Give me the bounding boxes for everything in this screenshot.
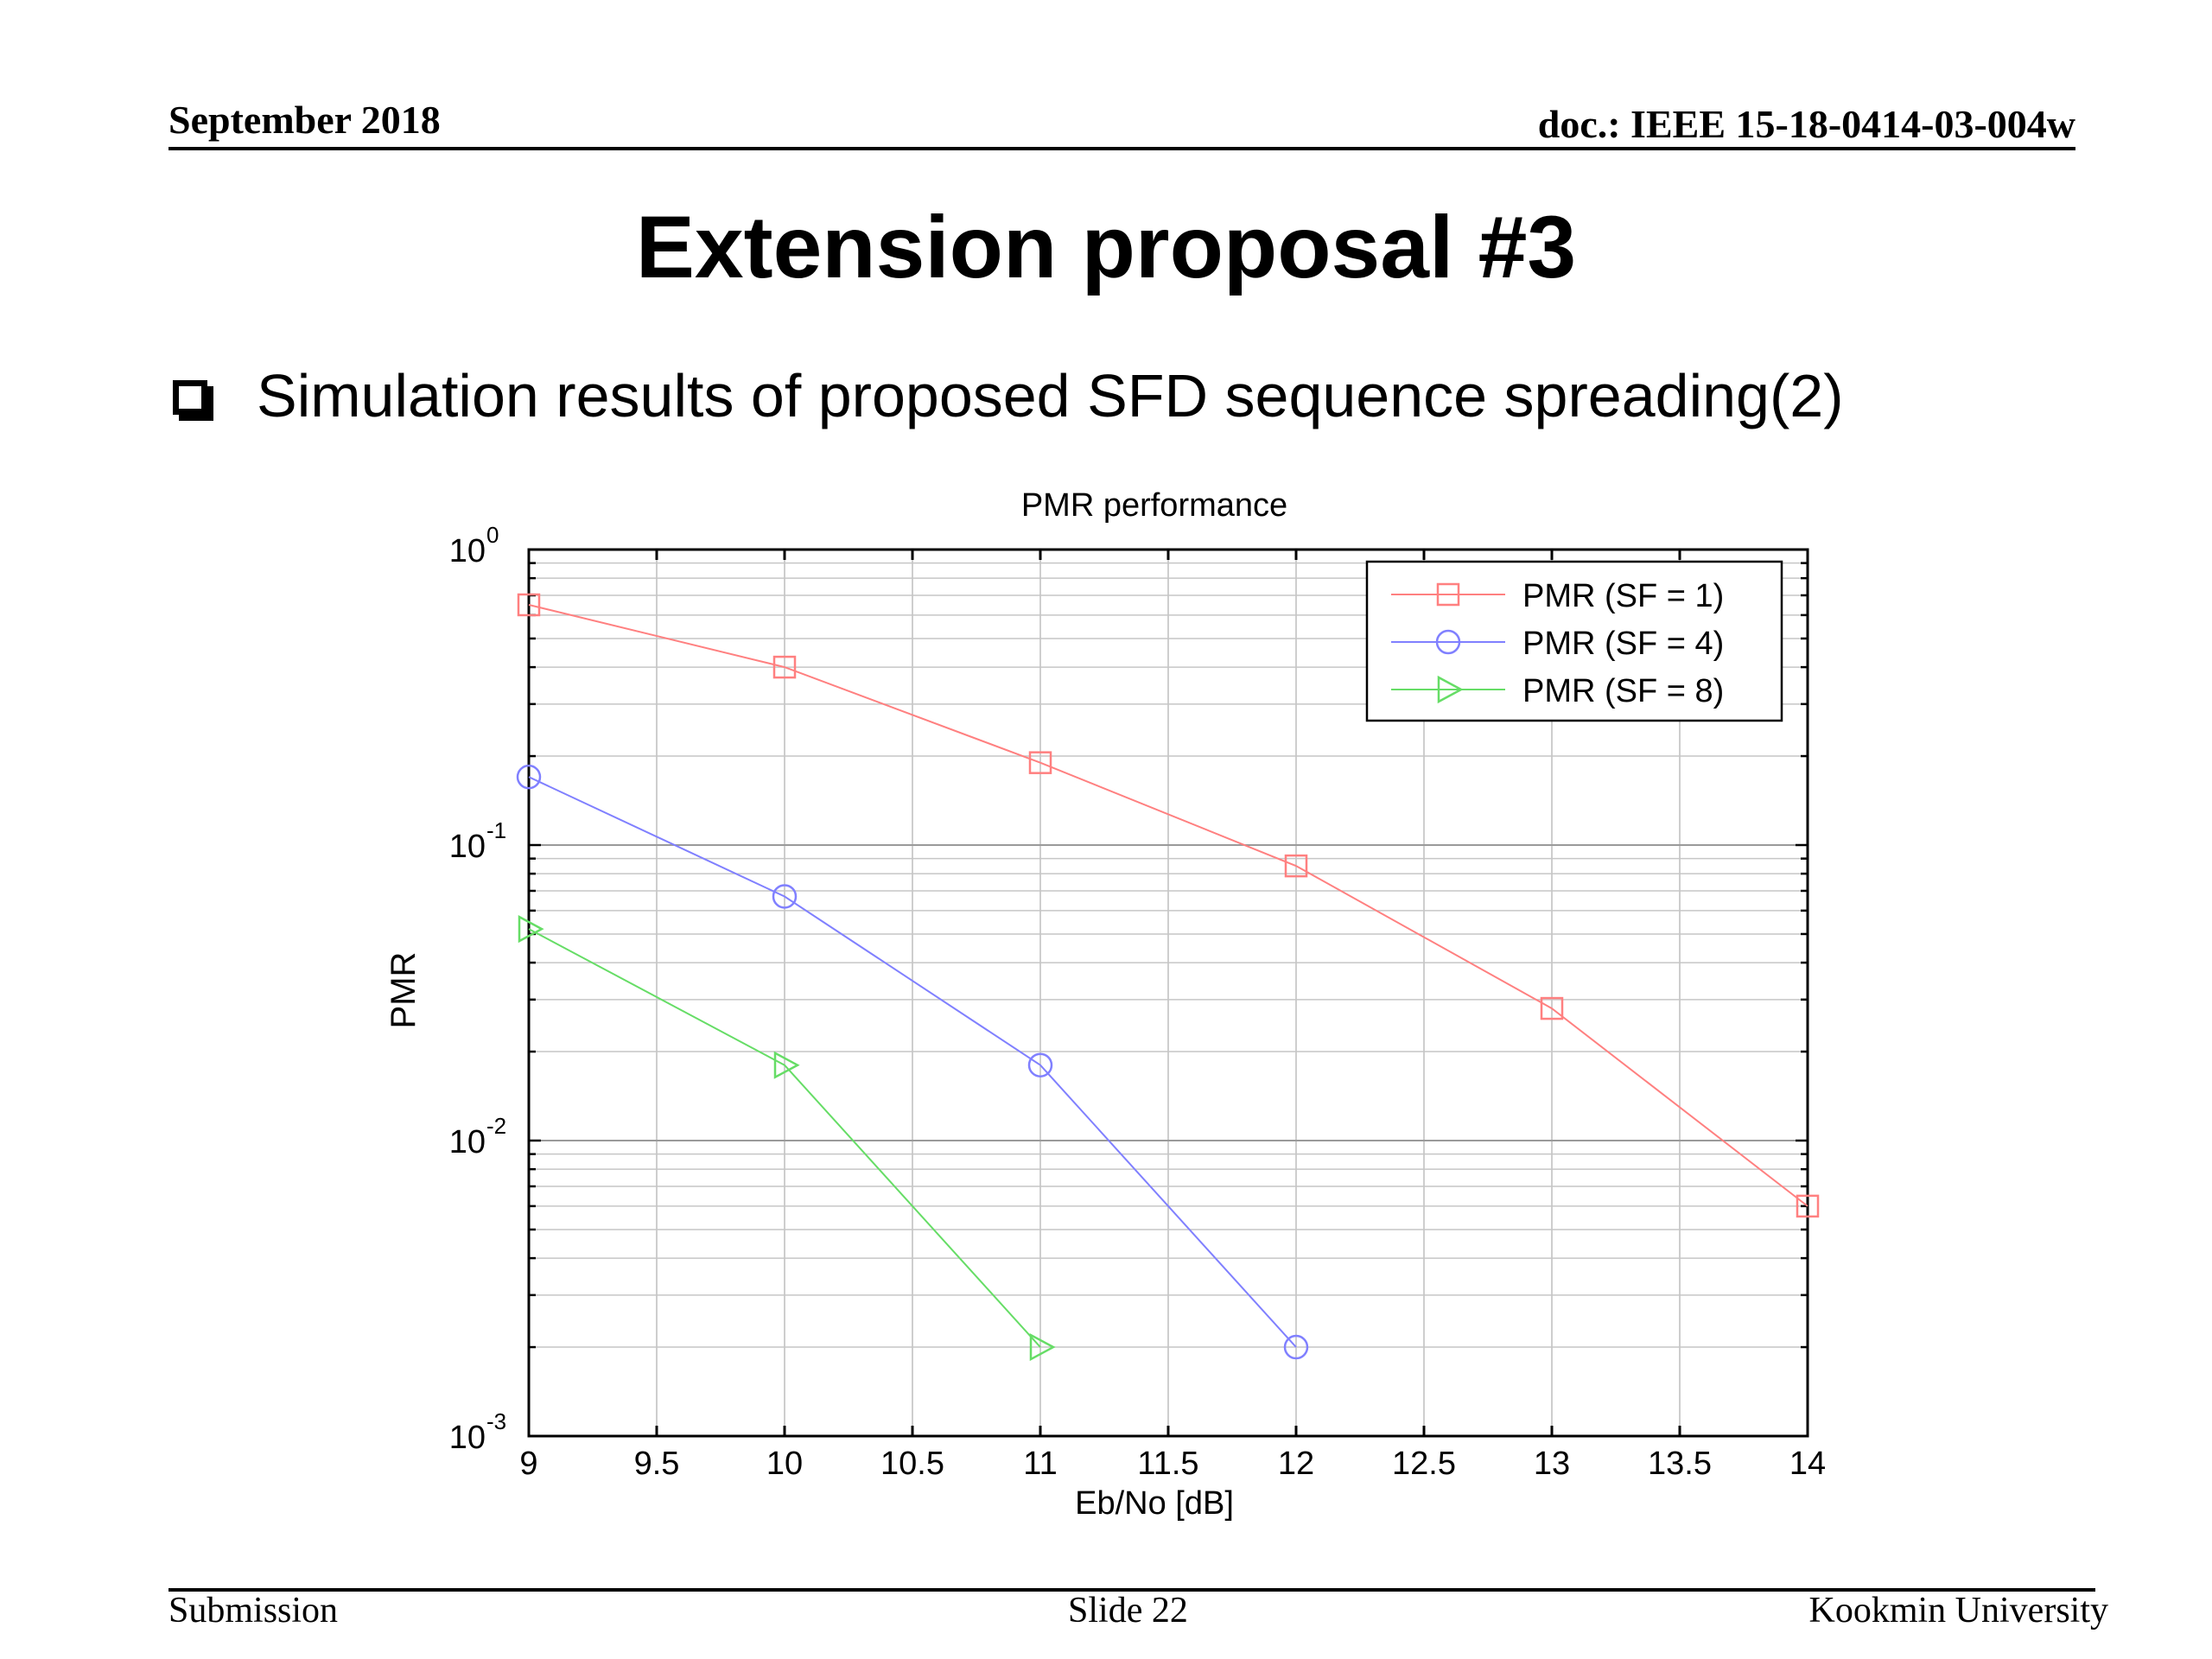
x-tick-labels: 9 9.5 10 10.5 11 11.5 12 12.5 13 13.5 14 <box>519 1446 1826 1482</box>
x-tick-label: 12 <box>1278 1446 1314 1482</box>
data-point-marker <box>1436 582 1460 607</box>
legend-label: PMR (SF = 1) <box>1522 578 1724 614</box>
data-point-marker <box>516 764 542 790</box>
y-tick-exponent: -2 <box>486 1113 506 1139</box>
x-axis-label: Eb/No [dB] <box>1075 1485 1234 1522</box>
footer-organization: Kookmin University <box>1808 1591 2108 1630</box>
y-tick-label: 10 -1 <box>449 817 506 865</box>
data-point-marker <box>1284 854 1308 878</box>
series-line <box>528 604 1808 1207</box>
legend-label: PMR (SF = 4) <box>1522 626 1724 662</box>
data-point-marker <box>517 593 541 617</box>
legend-label: PMR (SF = 8) <box>1522 673 1724 709</box>
footer-slide-number: Slide 22 <box>1068 1591 1188 1630</box>
series-2 <box>516 764 1309 1360</box>
y-tick-exponent: 0 <box>486 522 499 548</box>
y-tick-base: 10 <box>449 1420 486 1456</box>
header-date: September 2018 <box>168 98 441 142</box>
footer-submission: Submission <box>168 1591 339 1630</box>
y-tick-base: 10 <box>449 829 486 865</box>
y-tick-base: 10 <box>449 1124 486 1160</box>
y-axis-label: PMR <box>385 952 423 1029</box>
data-point-marker <box>1027 1052 1053 1077</box>
series-3 <box>518 915 1056 1362</box>
data-point-marker <box>518 915 544 944</box>
header-doc-id: doc.: IEEE 15-18-0414-03-004w <box>1537 102 2075 146</box>
data-point-marker <box>772 655 797 679</box>
y-tick-base: 10 <box>449 533 486 569</box>
data-point-marker <box>1283 1334 1309 1360</box>
x-tick-label: 9 <box>519 1446 537 1482</box>
x-tick-label: 10.5 <box>880 1446 944 1482</box>
bullet-item: Simulation results of proposed SFD seque… <box>173 361 1844 430</box>
x-tick-label: 14 <box>1789 1446 1826 1482</box>
chart-series <box>516 593 1820 1362</box>
x-tick-label: 12.5 <box>1392 1446 1456 1482</box>
legend-item: PMR (SF = 8) <box>1391 673 1724 709</box>
data-point-marker <box>1437 675 1464 704</box>
x-tick-label: 13.5 <box>1648 1446 1712 1482</box>
y-tick-exponent: -1 <box>486 817 506 843</box>
y-tick-label: 10 -2 <box>449 1113 506 1160</box>
data-point-marker <box>1028 751 1052 774</box>
checkbox-bullet-icon <box>173 380 207 415</box>
chart-title: PMR performance <box>1021 487 1287 524</box>
series-1 <box>517 593 1820 1218</box>
data-point-marker <box>1435 629 1461 655</box>
y-tick-label: 10 0 <box>449 522 499 569</box>
y-tick-label: 10 -3 <box>449 1408 506 1456</box>
data-point-marker <box>772 884 798 909</box>
legend-item: PMR (SF = 4) <box>1391 626 1724 662</box>
chart-legend: PMR (SF = 1) PMR (SF = 4) PMR (SF = 8) <box>1365 560 1783 722</box>
x-tick-label: 10 <box>766 1446 803 1482</box>
footer-rule <box>168 1588 2095 1592</box>
header-rule <box>168 147 2075 150</box>
data-point-marker <box>1029 1332 1056 1362</box>
data-point-marker <box>1540 996 1564 1020</box>
y-tick-exponent: -3 <box>486 1408 506 1434</box>
series-line <box>528 776 1297 1348</box>
x-tick-label: 11.5 <box>1137 1446 1198 1482</box>
x-tick-label: 13 <box>1534 1446 1570 1482</box>
x-tick-label: 11 <box>1023 1446 1057 1482</box>
slide-title: Extension proposal #3 <box>635 198 1577 296</box>
legend-item: PMR (SF = 1) <box>1391 578 1724 614</box>
bullet-text: Simulation results of proposed SFD seque… <box>257 362 1844 429</box>
x-tick-label: 9.5 <box>634 1446 680 1482</box>
series-line <box>528 928 1041 1348</box>
data-point-marker <box>1796 1194 1820 1218</box>
data-point-marker <box>773 1051 800 1079</box>
